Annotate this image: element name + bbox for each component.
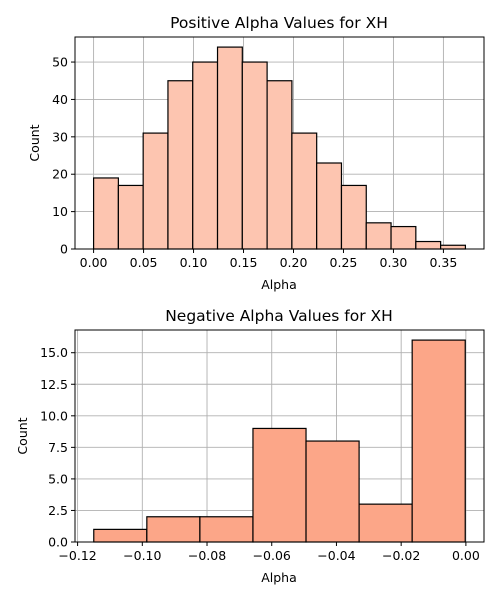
y-tick-label: 0.0 [48, 535, 68, 550]
axes-frame [74, 329, 485, 543]
histogram-bar [93, 528, 148, 543]
bars [93, 339, 466, 543]
histogram-bar [358, 503, 413, 543]
histogram-bar [192, 61, 219, 250]
histogram-bar [92, 177, 119, 250]
histogram-bar [415, 240, 442, 250]
x-tick-label: −0.08 [188, 548, 226, 563]
histogram-bar [340, 184, 367, 250]
x-ticks: 0.00 0.05 0.10 0.15 0.20 0.25 0.30 0.35 [80, 249, 457, 270]
x-tick-label: −0.10 [123, 548, 161, 563]
chart-title: Positive Alpha Values for XH [170, 14, 388, 32]
y-tick-label: 10.0 [40, 408, 68, 423]
histogram-bar [365, 222, 392, 250]
x-tick-label: 0.35 [429, 255, 457, 270]
axes-frame [74, 36, 485, 250]
x-tick-label: 0.30 [380, 255, 408, 270]
y-tick-label: 2.5 [48, 503, 68, 518]
positive-alpha-histogram: Positive Alpha Values for XH Alpha Count… [27, 14, 485, 292]
histogram-bar [411, 339, 466, 543]
histogram-bar [241, 61, 268, 250]
y-tick-label: 5.0 [48, 471, 68, 486]
histogram-bar [291, 132, 318, 250]
x-ticks: −0.12 −0.10 −0.08 −0.06 −0.04 −0.02 0.00 [58, 542, 480, 563]
y-tick-label: 15.0 [40, 345, 68, 360]
histogram-bar [266, 80, 293, 250]
y-tick-label: 7.5 [48, 440, 68, 455]
histogram-bar [167, 80, 194, 250]
y-tick-label: 12.5 [40, 377, 68, 392]
y-tick-label: 20 [52, 167, 68, 182]
x-axis-label: Alpha [261, 277, 297, 292]
y-tick-label: 30 [52, 129, 68, 144]
y-axis-label: Count [15, 417, 30, 454]
histogram-bar [390, 225, 417, 250]
x-tick-label: 0.15 [230, 255, 258, 270]
histogram-bar [440, 244, 467, 250]
histogram-bar [146, 516, 201, 543]
histogram-bar [216, 46, 243, 250]
y-tick-label: 50 [52, 55, 68, 70]
y-ticks: 0 10 20 30 40 50 [52, 55, 75, 257]
x-tick-label: 0.20 [280, 255, 308, 270]
chart-title: Negative Alpha Values for XH [165, 307, 393, 325]
histogram-bar [142, 132, 169, 250]
x-tick-label: 0.10 [180, 255, 208, 270]
x-tick-label: −0.04 [317, 548, 355, 563]
x-tick-label: −0.02 [382, 548, 420, 563]
y-axis-label: Count [27, 124, 42, 161]
y-tick-label: 40 [52, 92, 68, 107]
x-tick-label: −0.12 [58, 548, 96, 563]
histogram-bar [117, 184, 144, 250]
histogram-bar [199, 516, 254, 543]
x-tick-label: 0.25 [330, 255, 358, 270]
y-ticks: 0.0 2.5 5.0 7.5 10.0 12.5 15.0 [40, 345, 75, 550]
x-tick-label: 0.00 [452, 548, 480, 563]
y-tick-label: 0 [60, 242, 68, 257]
x-tick-label: 0.05 [130, 255, 158, 270]
x-tick-label: 0.00 [80, 255, 108, 270]
x-tick-label: −0.06 [253, 548, 291, 563]
histogram-bar [305, 440, 360, 543]
y-tick-label: 10 [52, 204, 68, 219]
histogram-bar [316, 162, 343, 250]
histogram-bar [252, 427, 307, 543]
bars [92, 46, 467, 250]
x-axis-label: Alpha [261, 570, 297, 585]
negative-alpha-histogram: Negative Alpha Values for XH Alpha Count… [15, 307, 485, 585]
